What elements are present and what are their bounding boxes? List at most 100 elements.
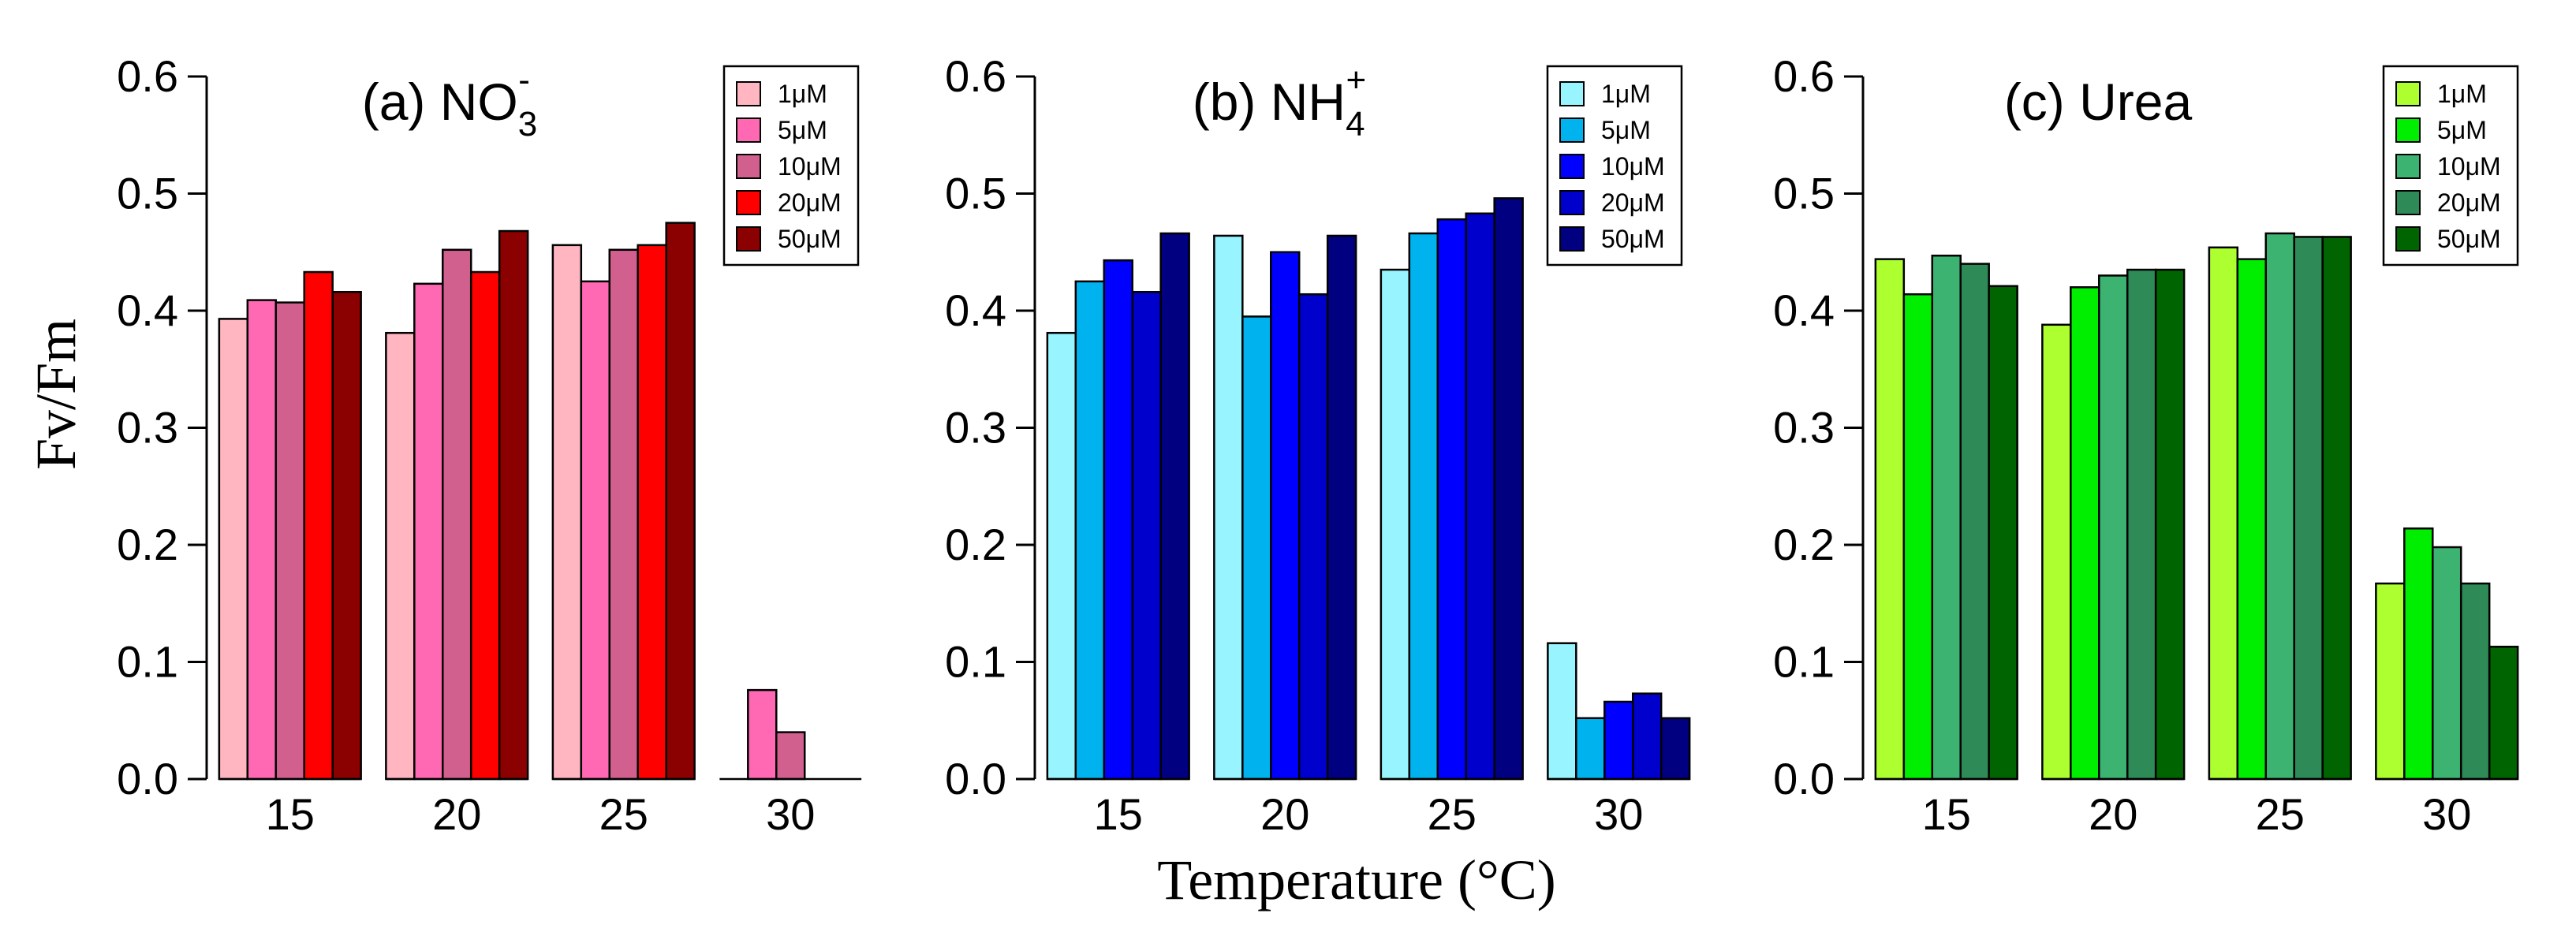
legend-label-10μM: 10μM [2437,152,2501,181]
bar-10μM-15 [1103,259,1133,781]
legend-swatch-1μM [736,81,761,106]
y-tick-label: 0.1 [1773,637,1835,687]
bar-50μM-25 [2321,236,2352,781]
y-tick-label: 0.2 [945,520,1006,569]
panel-3: 0.0 0.1 0.2 0.3 0.4 0.5 0.6 15 20 25 30 (c) Urea 1μM… [1773,51,2519,839]
bar-group-25 [551,222,696,781]
legend-swatch-50μM [1559,226,1585,252]
legend-swatch-20μM [1559,190,1585,215]
bar-group-30 [719,688,862,781]
y-tick-label: 0.4 [945,285,1006,335]
bar-20μM-20 [469,270,501,781]
bar-10μM-15 [1931,254,1962,781]
legend-label-50μM: 50μM [1601,225,1665,253]
bar-group-25 [2208,232,2352,781]
panel-1: 0.0 0.1 0.2 0.3 0.4 0.5 0.6 15 20 25 30 (a) NO3 - 1μM… [117,51,862,839]
bar-50μM-20 [2154,268,2186,781]
bar-1μM-25 [2208,246,2239,781]
y-tick-label: 0.1 [945,637,1006,687]
bar-1μM-15 [218,318,249,781]
bar-group-20 [1213,234,1357,781]
legend-label-50μM: 50μM [778,225,842,253]
y-tick-label: 0.3 [945,403,1006,453]
panel-title-subscript: 3 [518,105,537,144]
bar-5μM-15 [246,299,278,781]
y-axis-title: Fv/Fm [24,319,88,470]
x-tick-label: 15 [1094,789,1143,839]
bar-1μM-15 [1046,331,1077,781]
y-tick-label: 0.0 [1773,754,1835,803]
x-tick-label: 15 [1922,789,1971,839]
y-tick-label: 0.0 [945,754,1006,803]
y-tick-label: 0.0 [117,754,178,803]
y-tick-label: 0.6 [117,51,178,101]
legend-swatch-1μM [2395,81,2421,106]
bar-group-30 [2375,527,2519,781]
bar-group-15 [218,270,362,781]
x-tick-label: 30 [766,789,815,839]
y-tick-label: 0.5 [1773,169,1835,218]
bar-group-15 [1874,254,2018,781]
legend-label-20μM: 20μM [778,188,842,217]
y-tick-label: 0.1 [117,637,178,687]
bar-50μM-15 [1988,285,2018,781]
bar-5μM-30 [2403,527,2434,781]
bar-10μM-30 [2432,546,2462,781]
panel-title-superscript: + [1346,61,1367,99]
panel-title: (a) NO3 - [362,61,537,144]
bar-50μM-15 [1159,232,1190,781]
bar-group-15 [1046,232,1190,781]
bar-20μM-15 [1131,290,1162,781]
y-tick-label: 0.5 [117,169,178,218]
bar-1μM-20 [2041,323,2072,781]
bar-10μM-15 [274,301,305,781]
bar-5μM-25 [2236,258,2268,781]
bar-group-20 [385,229,529,781]
y-tick-label: 0.2 [1773,520,1835,569]
bar-20μM-25 [2293,236,2324,781]
x-tick-label: 25 [599,789,648,839]
bar-20μM-15 [303,270,334,781]
panel-title-main: (b) NH [1193,73,1346,131]
legend-swatch-50μM [736,226,761,252]
bar-10μM-25 [608,248,639,781]
bar-20μM-30 [1631,692,1663,781]
legend-swatch-10μM [1559,154,1585,179]
legend-label-5μM: 5μM [1601,116,1651,144]
legend-swatch-20μM [736,190,761,215]
legend-swatch-50μM [2395,226,2421,252]
panel-title: (b) NH4 + [1193,61,1367,144]
bar-5μM-30 [747,688,778,781]
x-tick-label: 20 [1260,789,1309,839]
legend-label-1μM: 1μM [2437,80,2487,108]
panels: 0.0 0.1 0.2 0.3 0.4 0.5 0.6 15 20 25 30 (a) NO3 - 1μM… [117,51,2519,839]
legend-swatch-10μM [736,154,761,179]
panel-title: (c) Urea [2004,73,2193,131]
y-tick-label: 0.2 [117,520,178,569]
y-tick-label: 0.3 [117,403,178,453]
bar-10μM-20 [2098,274,2129,781]
legend-label-5μM: 5μM [778,116,827,144]
bar-10μM-25 [1436,218,1467,781]
legend-label-20μM: 20μM [1601,188,1665,217]
bar-1μM-25 [1379,268,1411,781]
bar-20μM-25 [1465,212,1495,781]
bar-5μM-15 [1902,293,1934,781]
bar-group-30 [1547,642,1691,781]
bar-group-20 [2041,268,2186,781]
legend-swatch-20μM [2395,190,2421,215]
legend-swatch-10μM [2395,154,2421,179]
legend-label-5μM: 5μM [2437,116,2487,144]
x-tick-label: 20 [2089,789,2137,839]
legend-label-10μM: 10μM [778,152,842,181]
bar-50μM-25 [1493,197,1524,781]
bar-50μM-30 [1659,717,1691,781]
bar-5μM-20 [2070,286,2100,781]
x-tick-label: 30 [1594,789,1643,839]
bar-10μM-20 [442,248,472,781]
bar-10μM-20 [1270,251,1301,781]
x-tick-label: 25 [1428,789,1477,839]
panel-title-main: (c) Urea [2004,73,2193,131]
panel-title-subscript: 4 [1346,105,1365,144]
x-tick-label: 30 [2422,789,2471,839]
